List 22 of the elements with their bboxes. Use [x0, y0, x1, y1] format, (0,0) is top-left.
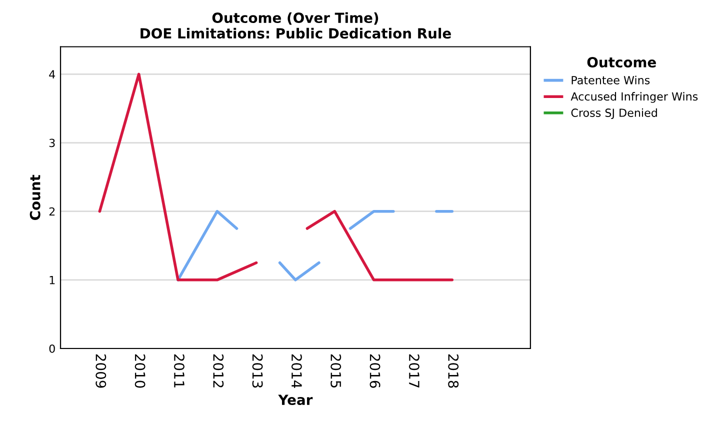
legend-title: Outcome	[587, 56, 656, 68]
legend-label: Cross SJ Denied	[571, 108, 657, 120]
y-tick-label: 1	[50, 276, 55, 284]
y-tick-label: 2	[49, 207, 55, 216]
y-axis-title: Count	[30, 174, 40, 220]
x-tick-label: 2012	[213, 354, 224, 388]
x-tick-label: 2009	[96, 354, 106, 388]
chart-title: Outcome (Over Time) DOE Limitations: Public Dedication Rule	[140, 12, 451, 39]
x-tick-label: 2018	[448, 354, 459, 388]
y-tick-label: 0	[49, 344, 55, 353]
legend-label: Patentee Wins	[572, 76, 650, 84]
y-tick-label: 4	[49, 70, 56, 78]
x-tick-label: 2010	[134, 354, 146, 388]
x-axis-title: Year	[278, 394, 313, 406]
x-tick-label: 2013	[252, 354, 263, 388]
x-tick-label: 2015	[330, 354, 342, 388]
legend-label: Accused Infringer Wins	[570, 92, 698, 103]
x-tick-label: 2011	[174, 354, 184, 388]
x-tick-label: 2014	[291, 354, 302, 388]
y-tick-label: 3	[49, 138, 55, 148]
x-tick-label: 2017	[408, 354, 420, 388]
x-tick-label: 2016	[370, 354, 380, 388]
